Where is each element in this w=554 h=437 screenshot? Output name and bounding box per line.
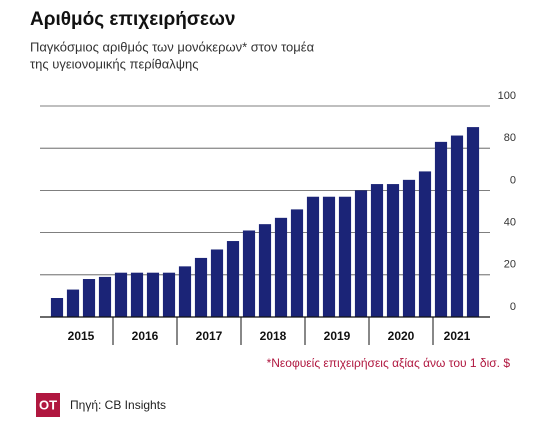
y-tick-label: 40	[504, 217, 516, 229]
footnote: *Νεοφυείς επιχειρήσεις αξίας άνω του 1 δ…	[267, 356, 511, 370]
y-tick-label: 100	[498, 90, 516, 102]
bar	[354, 190, 368, 317]
chart-title: Αριθμός επιχειρήσεων	[30, 9, 235, 30]
bar	[210, 249, 224, 317]
bar	[418, 171, 432, 317]
x-tick-label: 2017	[196, 329, 223, 343]
bar	[114, 272, 128, 317]
bar	[50, 298, 64, 317]
bar	[178, 266, 192, 317]
y-tick-label: 20	[504, 259, 516, 271]
subtitle: της υγειονομικής περίθαλψης	[30, 56, 199, 71]
logo-box	[36, 393, 60, 417]
bar	[146, 272, 160, 317]
bar	[130, 272, 144, 317]
bar	[402, 179, 416, 317]
source: Πηγή: CB Insights	[70, 398, 166, 412]
bar	[370, 184, 384, 317]
y-tick-label: 80	[504, 132, 516, 144]
bar	[306, 196, 320, 317]
bar	[450, 135, 464, 317]
bar	[258, 224, 272, 317]
x-tick-label: 2018	[260, 329, 287, 343]
bar	[242, 230, 256, 317]
y-tick-label: 0	[510, 174, 516, 186]
bar	[338, 196, 352, 317]
logo: OT	[39, 397, 57, 412]
bar	[466, 127, 480, 317]
subtitle: Παγκόσμιος αριθμός των μονόκερων* στον τ…	[30, 39, 315, 54]
x-tick-label: 2015	[68, 329, 95, 343]
bar	[290, 209, 304, 317]
bar	[434, 141, 448, 317]
x-tick-label: 2020	[388, 329, 415, 343]
bar	[82, 279, 96, 317]
bar	[162, 272, 176, 317]
x-tick-label: 2021	[444, 329, 471, 343]
bar	[386, 184, 400, 317]
bar	[66, 289, 80, 317]
bar	[274, 217, 288, 317]
bar	[226, 241, 240, 317]
bar	[98, 276, 112, 317]
y-tick-label: 0	[510, 301, 516, 313]
bar	[194, 257, 208, 317]
x-tick-label: 2016	[132, 329, 159, 343]
x-tick-label: 2019	[324, 329, 351, 343]
bar	[322, 196, 336, 317]
